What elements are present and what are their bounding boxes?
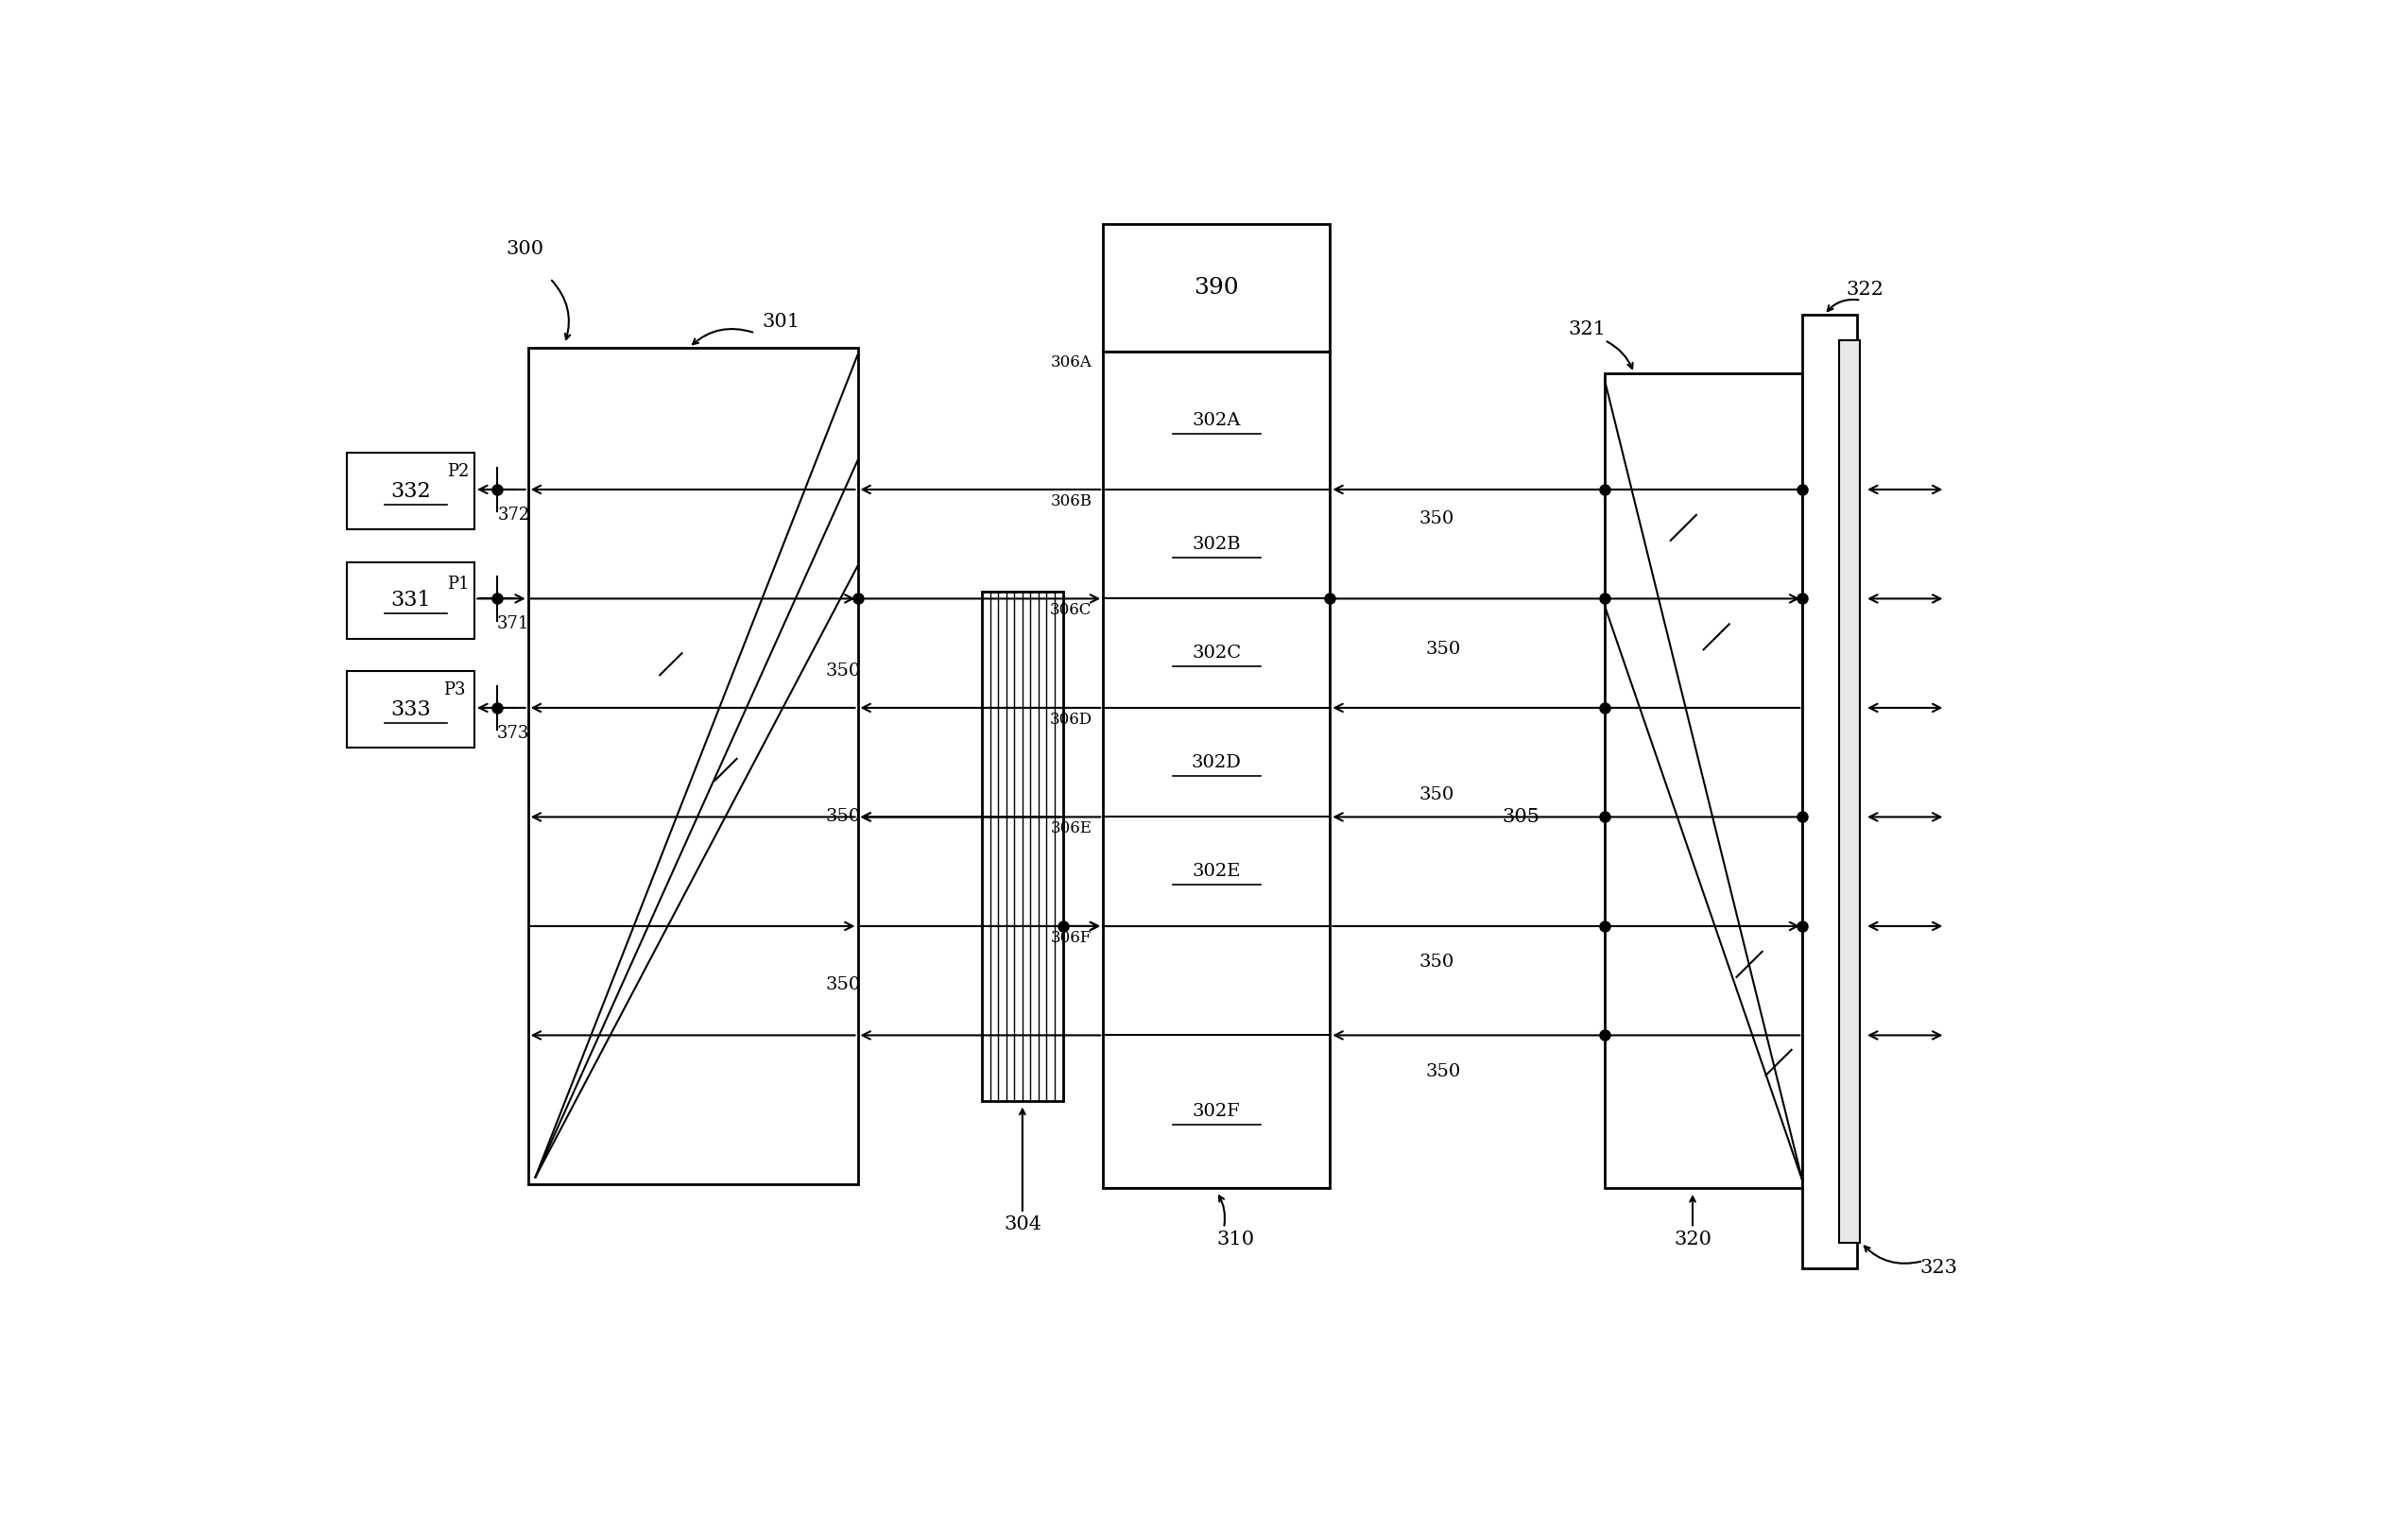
Text: 300: 300 (506, 241, 544, 259)
Bar (347, 453, 474, 530)
Text: 301: 301 (763, 313, 799, 331)
Text: 350: 350 (826, 809, 860, 826)
Text: 306D: 306D (1050, 711, 1091, 728)
Text: 331: 331 (390, 590, 431, 611)
Text: 306C: 306C (1050, 602, 1091, 619)
Text: 302B: 302B (1192, 536, 1240, 553)
Text: 390: 390 (1194, 277, 1240, 299)
Bar (1103, 351, 1329, 1189)
Text: 304: 304 (1004, 1215, 1040, 1233)
Text: P2: P2 (448, 463, 470, 480)
Text: 306E: 306E (1050, 821, 1091, 836)
Text: 306F: 306F (1050, 930, 1091, 945)
Text: 350: 350 (1418, 510, 1454, 527)
Text: 323: 323 (1919, 1259, 1958, 1278)
Text: 310: 310 (1216, 1230, 1255, 1249)
Text: 306B: 306B (1050, 493, 1091, 509)
Text: 372: 372 (496, 507, 530, 524)
Text: 322: 322 (1847, 280, 1883, 299)
Text: P1: P1 (448, 576, 470, 593)
Text: 350: 350 (1418, 786, 1454, 804)
Text: 302F: 302F (1192, 1103, 1240, 1120)
Text: 332: 332 (390, 481, 431, 501)
Bar (1103, 224, 1329, 351)
Bar (1840, 340, 1859, 1242)
Text: 350: 350 (1418, 954, 1454, 971)
Text: 333: 333 (390, 699, 431, 720)
Text: 302C: 302C (1192, 645, 1240, 662)
Text: P3: P3 (443, 682, 465, 699)
Text: 302A: 302A (1192, 412, 1240, 429)
Bar (347, 562, 474, 639)
Text: 305: 305 (1503, 807, 1541, 826)
Text: 320: 320 (1674, 1230, 1712, 1249)
Text: 371: 371 (496, 616, 530, 633)
Bar (1804, 316, 1857, 1268)
Text: 350: 350 (826, 663, 860, 680)
Text: 321: 321 (1568, 320, 1606, 339)
Text: 350: 350 (1426, 1063, 1462, 1080)
Text: 302E: 302E (1192, 863, 1240, 879)
Text: 306A: 306A (1050, 355, 1091, 371)
Text: 350: 350 (826, 976, 860, 993)
Text: 373: 373 (496, 725, 530, 741)
Bar (347, 671, 474, 748)
Bar (982, 591, 1062, 1102)
Bar (1604, 374, 1804, 1189)
Text: 302D: 302D (1192, 754, 1243, 771)
Text: 350: 350 (1426, 640, 1462, 659)
Bar (527, 348, 857, 1184)
